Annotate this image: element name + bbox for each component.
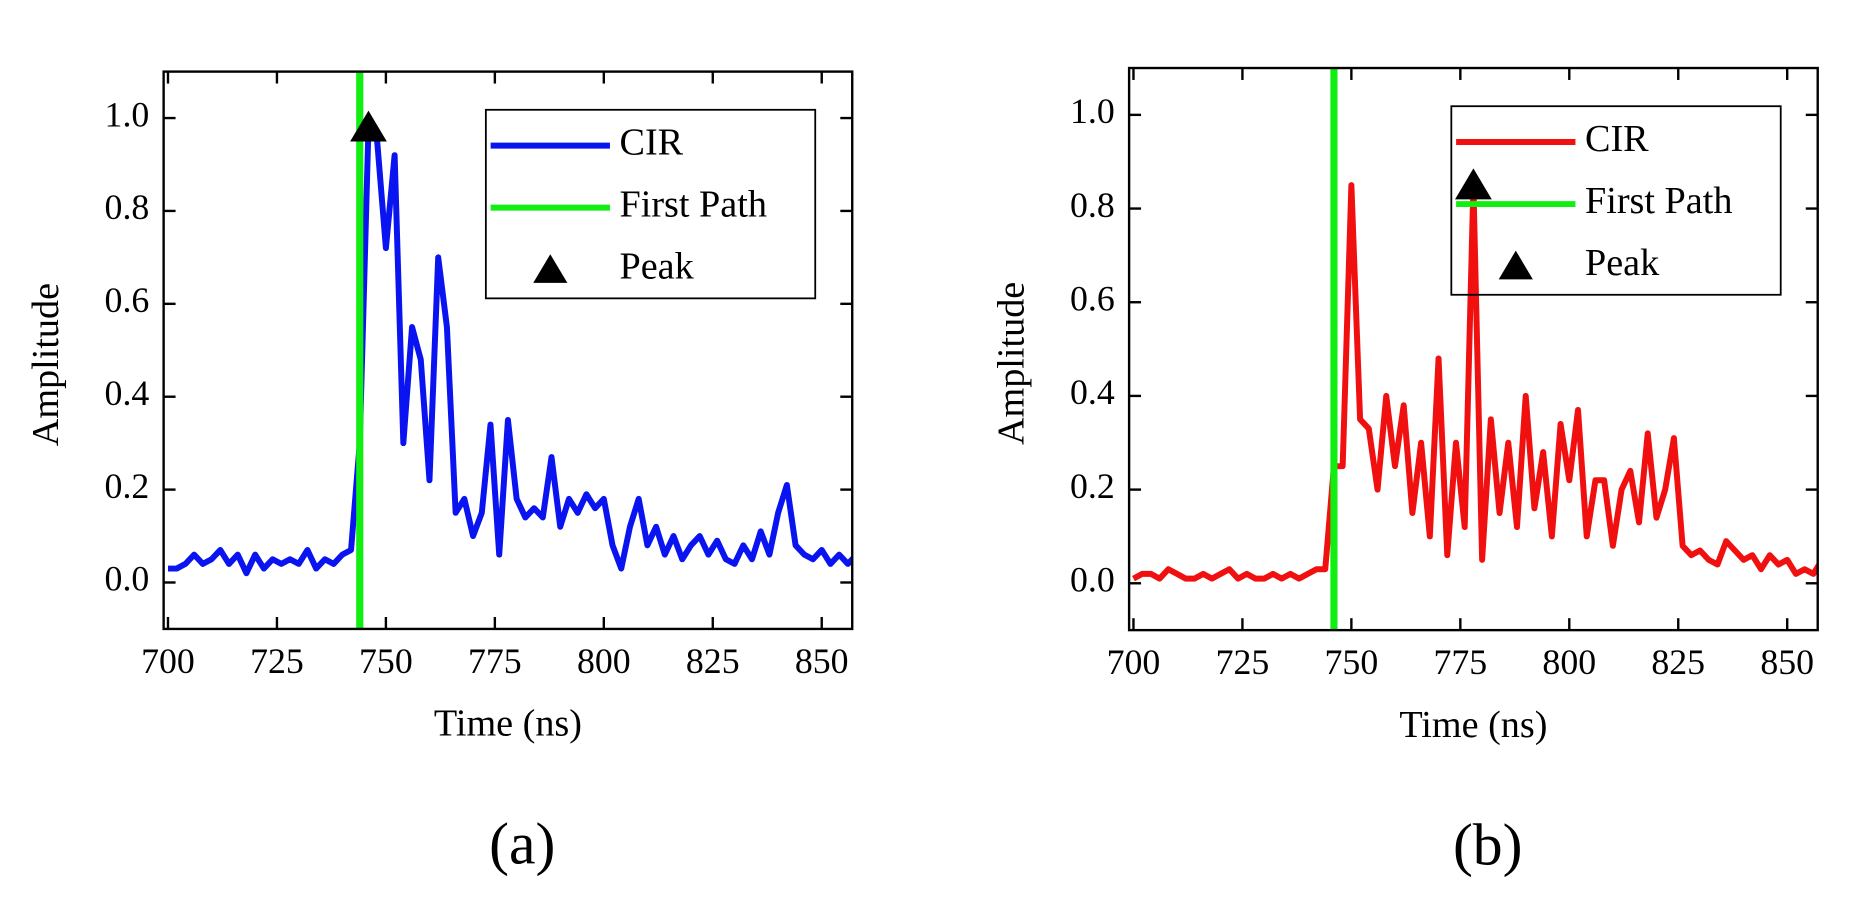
panel: 700 725 750 775 800 825 850 0.0 0.2 0.4 0.6 0.8 1.0 C… (25, 70, 854, 876)
plot-frame (1127, 66, 1819, 632)
panel: 700 725 750 775 800 825 850 0.0 0.2 0.4 0.6 0.8 1.0 C… (990, 66, 1819, 878)
peak-marker (350, 110, 387, 142)
y-axis-label: Amplitude (990, 282, 1032, 445)
legend: CIR First Path Peak (1450, 105, 1782, 296)
legend-box (484, 108, 817, 300)
y-axis-label: Amplitude (25, 283, 67, 446)
legend-swatch (1498, 250, 1533, 280)
y-tick-label: 0.2 (1070, 466, 1115, 506)
legend-label: Peak (620, 245, 695, 287)
y-tick-label: 0.4 (105, 373, 150, 413)
x-tick-label: 850 (795, 641, 849, 681)
legend-label: CIR (1585, 118, 1649, 160)
y-tick-label: 0.0 (1070, 560, 1115, 600)
x-tick-label: 775 (468, 641, 522, 681)
x-axis-label: Time (ns) (434, 703, 582, 745)
x-tick-label: 725 (1216, 642, 1270, 682)
y-tick-label: 1.0 (1070, 91, 1115, 131)
y-tick-label: 1.0 (105, 94, 150, 134)
x-tick-label: 700 (141, 641, 195, 681)
y-tick-label: 0.4 (1070, 372, 1115, 412)
peak-marker (1455, 168, 1492, 200)
x-tick-label: 750 (359, 641, 413, 681)
x-tick-label: 825 (1651, 642, 1705, 682)
x-tick-label: 700 (1107, 642, 1161, 682)
x-axis-label: Time (ns) (1399, 704, 1547, 746)
legend-swatch (533, 254, 568, 283)
x-tick-label: 725 (250, 641, 304, 681)
x-tick-label: 750 (1325, 642, 1379, 682)
y-tick-label: 0.2 (105, 466, 150, 506)
cir-line (167, 124, 853, 577)
plot-frame (162, 70, 854, 631)
x-tick-label: 800 (1542, 642, 1596, 682)
legend-box (1450, 105, 1782, 296)
panel-label: (a) (489, 810, 555, 876)
cir-line (1132, 182, 1818, 582)
y-tick-label: 0.0 (105, 559, 150, 599)
y-tick-label: 0.6 (105, 280, 150, 320)
y-tick-label: 0.6 (1070, 278, 1115, 318)
x-tick-label: 825 (686, 641, 740, 681)
legend-label: First Path (1585, 180, 1732, 222)
legend-label: First Path (620, 183, 767, 225)
legend: CIR First Path Peak (484, 108, 817, 300)
x-tick-label: 800 (577, 641, 631, 681)
panel-label: (b) (1453, 812, 1523, 878)
x-tick-label: 850 (1760, 642, 1814, 682)
y-tick-label: 0.8 (1070, 185, 1115, 225)
legend-label: Peak (1585, 242, 1660, 284)
y-tick-label: 0.8 (105, 187, 150, 227)
x-tick-label: 775 (1433, 642, 1487, 682)
legend-label: CIR (620, 121, 684, 163)
